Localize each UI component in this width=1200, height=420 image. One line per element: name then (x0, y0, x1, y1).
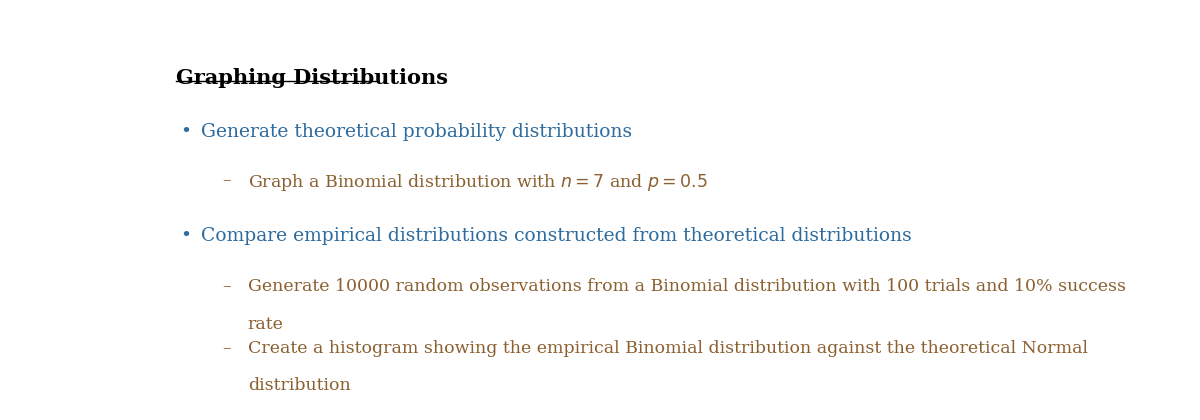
Text: distribution: distribution (247, 377, 350, 394)
Text: –: – (222, 340, 232, 357)
Text: Generate theoretical probability distributions: Generate theoretical probability distrib… (202, 123, 632, 141)
Text: •: • (180, 123, 191, 141)
Text: –: – (222, 172, 232, 189)
Text: rate: rate (247, 315, 283, 333)
Text: Graphing Distributions: Graphing Distributions (176, 68, 448, 88)
Text: –: – (222, 278, 232, 295)
Text: Compare empirical distributions constructed from theoretical distributions: Compare empirical distributions construc… (202, 227, 912, 245)
Text: Generate 10000 random observations from a Binomial distribution with 100 trials : Generate 10000 random observations from … (247, 278, 1126, 295)
Text: •: • (180, 227, 191, 245)
Text: Graph a Binomial distribution with $n = 7$ and $p = 0.5$: Graph a Binomial distribution with $n = … (247, 172, 708, 193)
Text: Create a histogram showing the empirical Binomial distribution against the theor: Create a histogram showing the empirical… (247, 340, 1087, 357)
